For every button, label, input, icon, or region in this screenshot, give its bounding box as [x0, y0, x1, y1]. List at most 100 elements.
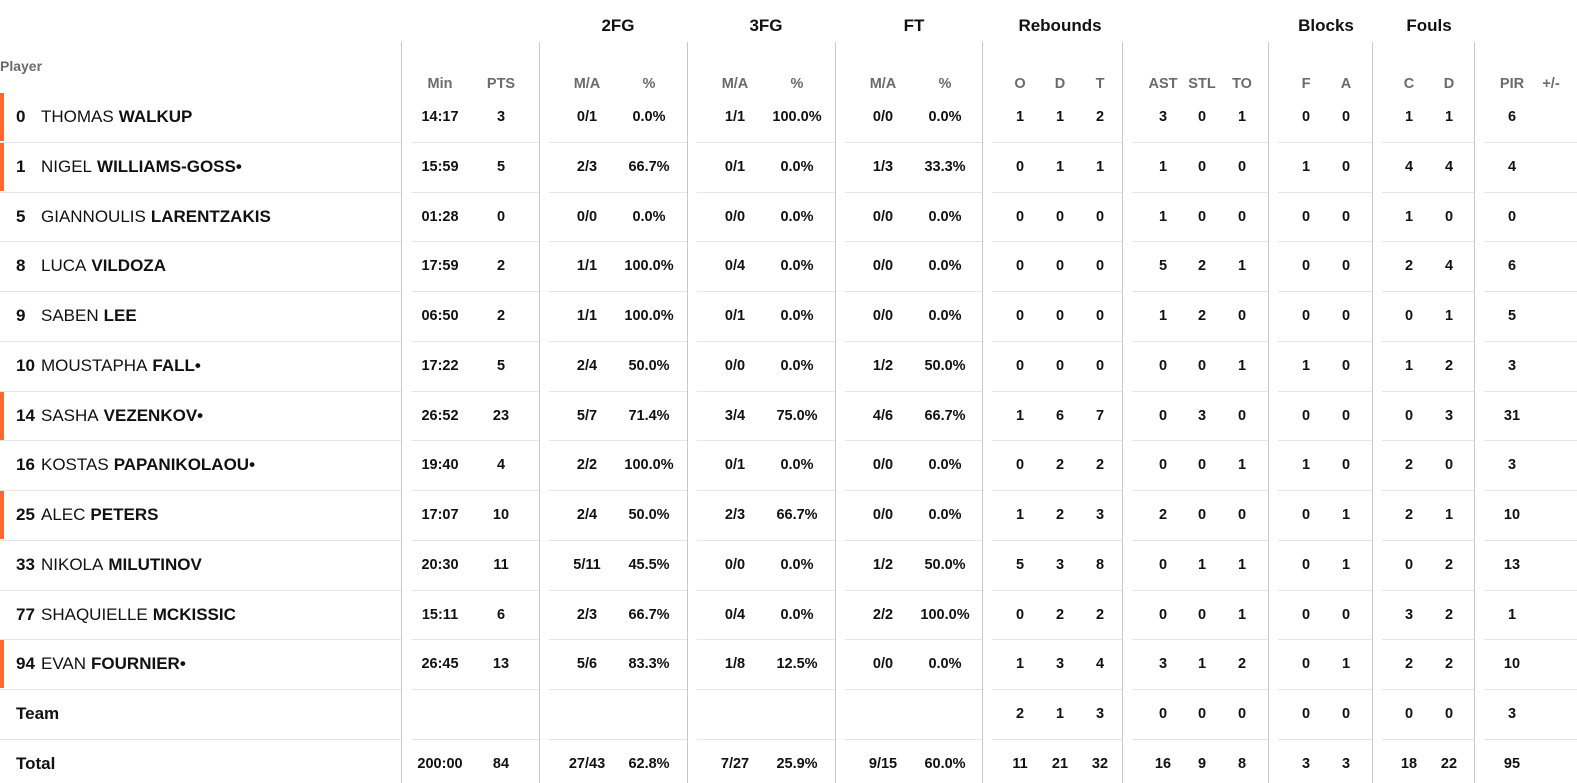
stat-fg2: 2/4 — [576, 358, 598, 374]
stat-fd: 1 — [1444, 109, 1454, 125]
stat-fc: 0 — [1404, 408, 1414, 424]
stat-fc: 1 — [1404, 209, 1414, 225]
stat-ft: 4/6 — [872, 408, 894, 424]
row-divider — [1382, 142, 1474, 143]
row-divider — [549, 291, 687, 292]
stat-o: 0 — [1015, 209, 1025, 225]
player-name[interactable]: THOMAS WALKUP — [41, 107, 192, 127]
column-header-pts[interactable]: PTS — [486, 76, 516, 92]
starter-marker — [0, 93, 4, 141]
column-header-to[interactable]: TO — [1232, 76, 1252, 92]
player-last-name: PAPANIKOLAOU• — [113, 455, 256, 474]
player-first-name: GIANNOULIS — [41, 207, 146, 226]
stat-fg2: 5/11 — [573, 557, 601, 573]
stat-d: 1 — [1055, 706, 1065, 722]
stat-ftp: 0.0% — [928, 308, 962, 324]
row-divider — [1484, 590, 1577, 591]
stat-pts: 84 — [492, 756, 510, 772]
stat-to: 0 — [1237, 408, 1247, 424]
row-divider — [1132, 540, 1268, 541]
stat-pir: 5 — [1507, 308, 1517, 324]
row-divider — [1484, 192, 1577, 193]
player-name[interactable]: KOSTAS PAPANIKOLAOU• — [41, 455, 255, 475]
stat-pir: 4 — [1507, 159, 1517, 175]
player-name[interactable]: NIKOLA MILUTINOV — [41, 555, 202, 575]
column-header-ft[interactable]: M/A — [869, 76, 897, 92]
row-divider — [1278, 639, 1372, 640]
player-name[interactable]: SHAQUIELLE MCKISSIC — [41, 605, 236, 625]
row-divider — [1382, 341, 1474, 342]
stat-ft: 9/15 — [868, 756, 898, 772]
column-header-fg2[interactable]: M/A — [573, 76, 601, 92]
stat-o: 0 — [1015, 358, 1025, 374]
player-last-name: PETERS — [90, 505, 159, 524]
stat-stl: 3 — [1197, 408, 1207, 424]
column-header-fg2p[interactable]: % — [642, 76, 656, 92]
player-name[interactable]: SABEN LEE — [41, 306, 137, 326]
stat-ba: 1 — [1341, 507, 1351, 523]
row-divider — [992, 540, 1122, 541]
row-divider — [0, 639, 401, 640]
stat-stl: 0 — [1197, 209, 1207, 225]
row-divider — [1278, 192, 1372, 193]
column-header-bf[interactable]: F — [1301, 76, 1311, 92]
stat-ast: 0 — [1158, 358, 1168, 374]
column-header-min[interactable]: Min — [427, 76, 453, 92]
column-header-ba[interactable]: A — [1340, 76, 1352, 92]
stat-t: 3 — [1095, 507, 1105, 523]
column-header-d[interactable]: D — [1054, 76, 1066, 92]
column-header-stl[interactable]: STL — [1188, 76, 1216, 92]
stat-ft: 1/3 — [872, 159, 894, 175]
stat-to: 1 — [1237, 457, 1247, 473]
row-divider — [549, 391, 687, 392]
player-name[interactable]: NIGEL WILLIAMS-GOSS• — [41, 157, 242, 177]
column-header-fg3[interactable]: M/A — [721, 76, 749, 92]
player-name[interactable]: MOUSTAPHA FALL• — [41, 356, 201, 376]
row-divider — [845, 341, 982, 342]
stat-ftp: 0.0% — [928, 109, 962, 125]
stat-fg2p: 0.0% — [632, 109, 666, 125]
player-name[interactable]: GIANNOULIS LARENTZAKIS — [41, 207, 271, 227]
starter-marker — [0, 640, 4, 688]
stat-fg3p: 75.0% — [776, 408, 818, 424]
column-header-o[interactable]: O — [1014, 76, 1026, 92]
row-divider — [845, 689, 982, 690]
column-header-ftp[interactable]: % — [938, 76, 952, 92]
player-name[interactable]: LUCA VILDOZA — [41, 256, 166, 276]
stat-bf: 0 — [1301, 258, 1311, 274]
column-header-pm[interactable]: +/- — [1542, 76, 1560, 92]
stat-bf: 0 — [1301, 557, 1311, 573]
column-header-pir[interactable]: PIR — [1499, 76, 1525, 92]
column-header-fc[interactable]: C — [1403, 76, 1415, 92]
player-name[interactable]: ALEC PETERS — [41, 505, 158, 525]
stat-fg3p: 0.0% — [780, 457, 814, 473]
player-name[interactable]: SASHA VEZENKOV• — [41, 406, 203, 426]
stat-ftp: 50.0% — [924, 557, 966, 573]
player-last-name: VEZENKOV• — [103, 406, 204, 425]
player-first-name: SHAQUIELLE — [41, 605, 148, 624]
column-header-ast[interactable]: AST — [1148, 76, 1178, 92]
row-divider — [1484, 291, 1577, 292]
stat-ftp: 0.0% — [928, 258, 962, 274]
stat-to: 8 — [1237, 756, 1247, 772]
stat-fd: 3 — [1444, 408, 1454, 424]
stat-ftp: 60.0% — [924, 756, 966, 772]
starter-marker — [0, 392, 4, 440]
stat-stl: 1 — [1197, 557, 1207, 573]
column-header-fg3p[interactable]: % — [790, 76, 804, 92]
player-name[interactable]: EVAN FOURNIER• — [41, 654, 186, 674]
column-header-fd[interactable]: D — [1443, 76, 1455, 92]
starter-marker — [0, 143, 4, 191]
stat-bf: 0 — [1301, 209, 1311, 225]
column-header-t[interactable]: T — [1095, 76, 1105, 92]
stat-ba: 3 — [1341, 756, 1351, 772]
stat-ft: 0/0 — [872, 656, 894, 672]
stat-ast: 3 — [1158, 656, 1168, 672]
player-number: 1 — [16, 157, 26, 176]
player-first-name: THOMAS — [41, 107, 114, 126]
stat-fg3: 1/1 — [724, 109, 746, 125]
stat-to: 1 — [1237, 607, 1247, 623]
player-last-name: WALKUP — [118, 107, 193, 126]
stat-fc: 2 — [1404, 507, 1414, 523]
player-number: 33 — [16, 555, 35, 574]
